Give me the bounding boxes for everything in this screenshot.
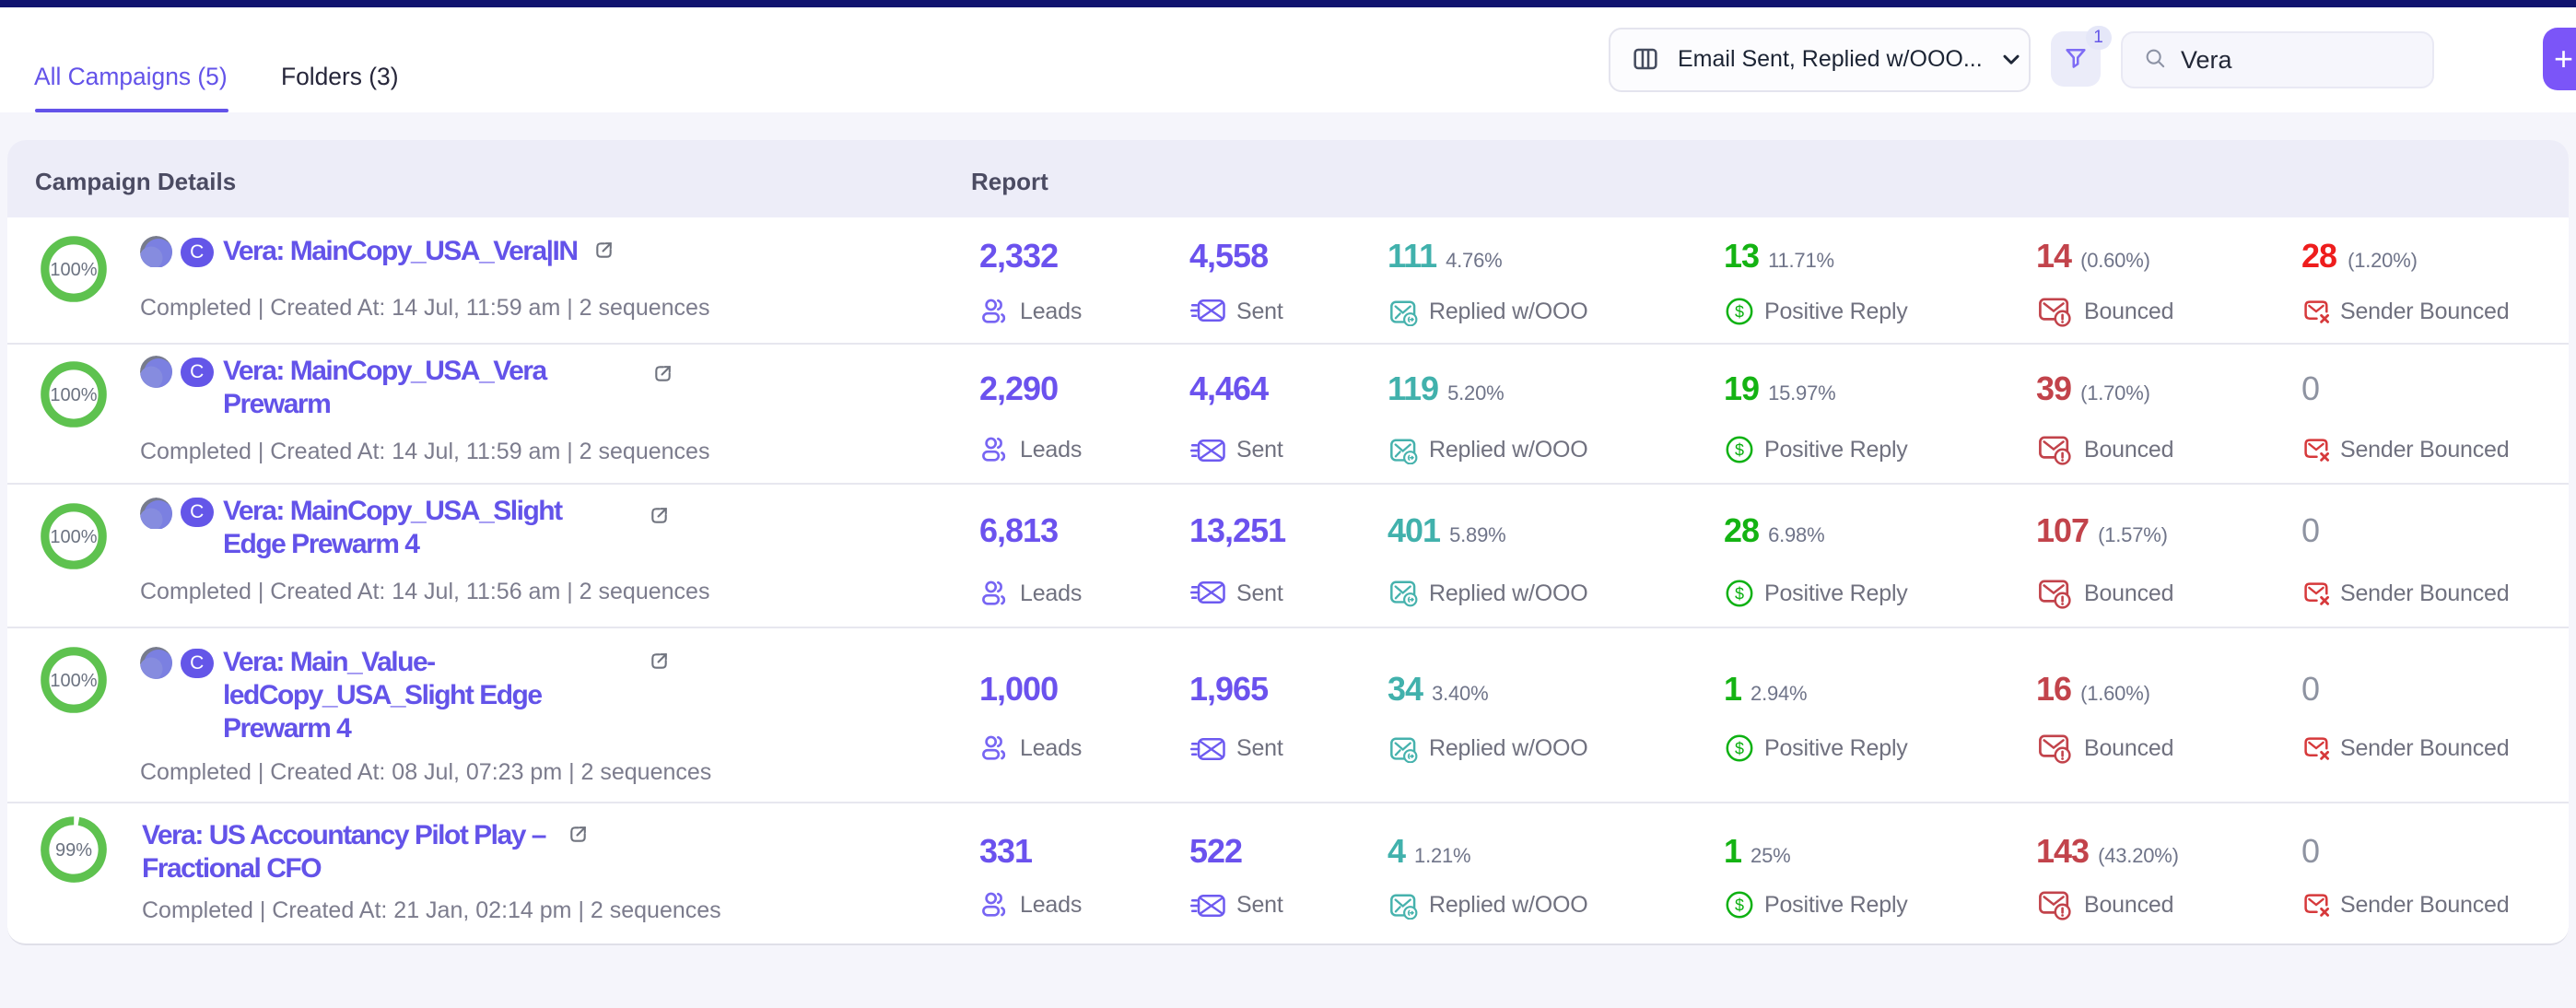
svg-text:100%: 100% (50, 384, 97, 404)
svg-text:$: $ (1734, 584, 1743, 603)
svg-text:100%: 100% (50, 259, 97, 279)
svg-text:$: $ (1734, 302, 1743, 321)
svg-text:99%: 99% (55, 840, 92, 861)
svg-text:$: $ (1734, 897, 1743, 915)
svg-text:$: $ (1734, 740, 1743, 758)
svg-text:$: $ (1734, 441, 1743, 460)
svg-text:100%: 100% (50, 670, 97, 690)
svg-text:100%: 100% (50, 526, 97, 546)
